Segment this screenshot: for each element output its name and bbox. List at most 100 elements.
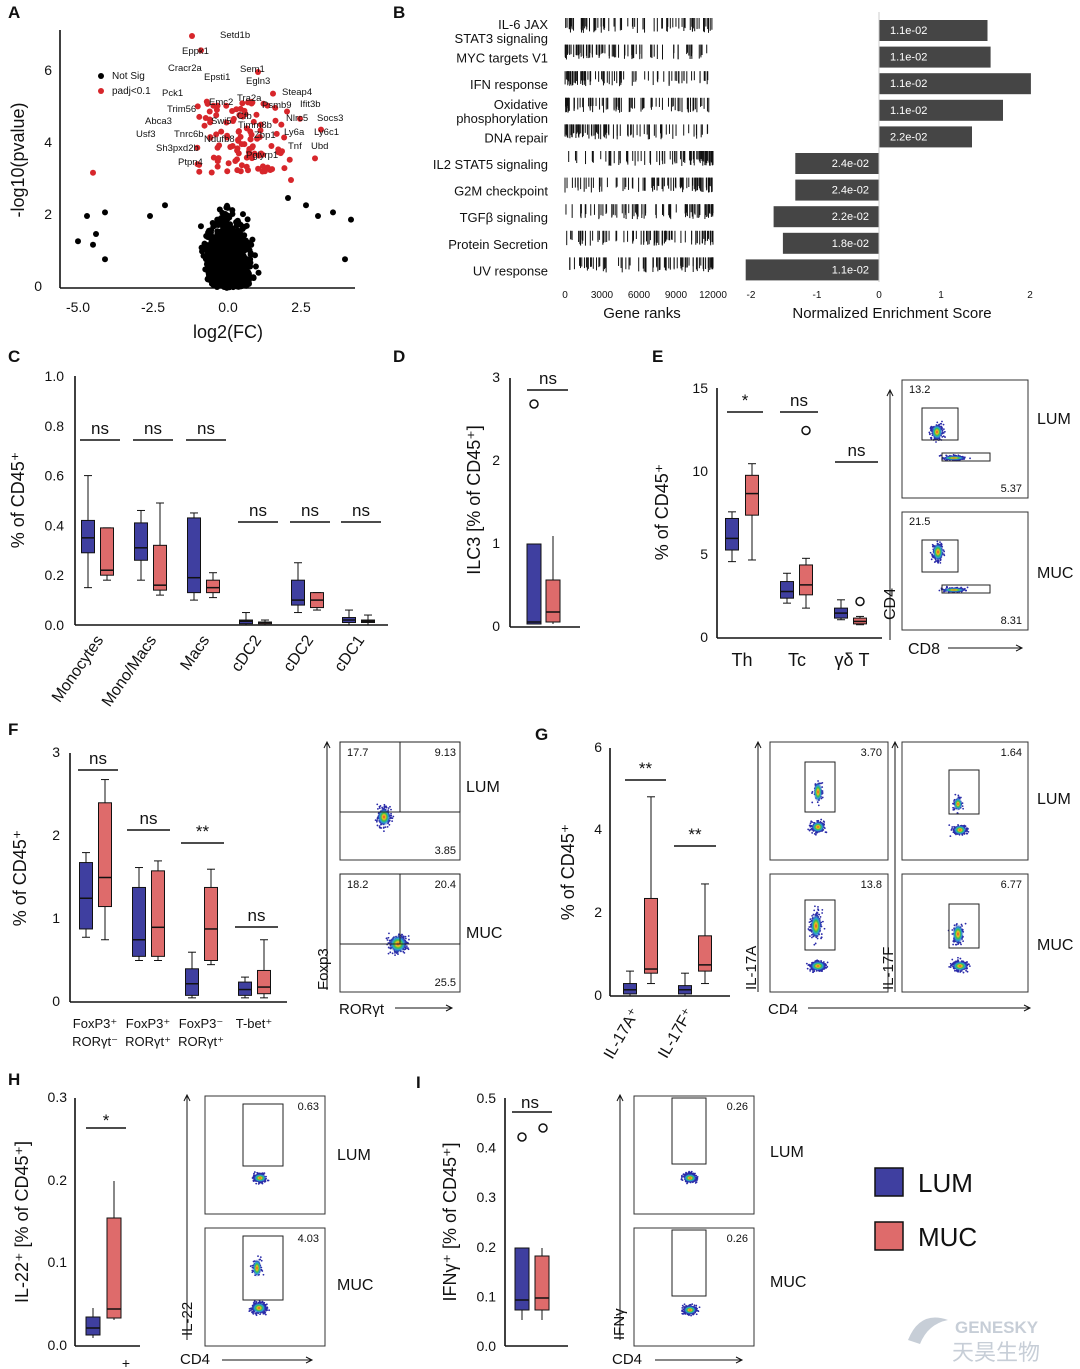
facs-event [939,422,942,425]
facs-event [939,562,942,564]
gsea-pathway-name: G2M checkpoint [454,184,548,199]
b-nes-tick-m2: -2 [747,290,756,301]
volcano-dot-sig [90,169,96,176]
volcano-gene-label: Tnf [288,141,302,152]
c-category-label: cDC2 [280,632,317,675]
facs-gate-value: 3.70 [861,747,882,759]
facs-event [385,937,388,940]
facs-event [392,815,395,818]
facs-event [813,943,816,946]
box-iqr [206,579,220,594]
facs-event [937,561,940,564]
facs-event [931,543,934,546]
facs-label: MUC [466,925,502,942]
volcano-dot-ns [239,269,246,276]
volcano-dot-ns [232,264,239,271]
facs-event [383,803,386,806]
facs-event [946,585,948,588]
facs-event [945,454,948,457]
facs-event [808,829,811,832]
facs-event [809,918,812,921]
panel-a: A 0 2 4 6 -5.0 -2.5 0.0 2.5 log2(FC) -lo… [8,3,355,342]
panel-g: G 0 2 4 6 % of CD45⁺ ** ** IL-17A⁺ IL-17F… [535,725,1073,1062]
f-category-label: FoxP3⁻ [179,1016,223,1031]
d-ytick-1: 1 [492,535,500,551]
facs-event [930,558,933,561]
gsea-pathway-name: UV response [473,263,548,278]
facs-event [375,820,378,823]
volcano-dot-sig [288,177,294,183]
volcano-dot-sig [206,108,213,115]
volcano-dot-ns [227,260,234,267]
volcano-dot-sig [278,121,285,128]
a-xtick-m25: -2.5 [141,299,165,315]
volcano-dot-ns [75,238,81,245]
volcano-dot-ns [162,202,168,209]
facs-event [939,541,941,544]
volcano-dot-sig [264,102,271,109]
facs-event [957,794,960,797]
facs-label: LUM [466,779,500,796]
facs-event [930,437,933,440]
volcano-dot-ns [243,255,250,262]
facs-event [383,806,386,809]
sig-label: * [742,391,749,410]
d-ytick-2: 2 [492,452,500,468]
volcano-dot-ns [237,249,244,256]
volcano-gene-label: Zbp1 [254,130,276,141]
box-iqr [187,517,201,594]
facs-gate-value: 1.64 [1001,747,1022,759]
volcano-gene-label: Cracr2a [168,63,203,74]
facs-event [391,952,394,955]
volcano-dot-ns [228,248,235,255]
facs-density [943,455,965,461]
facs-event [969,457,971,460]
volcano-gene-label: Sh3pxd2b [156,143,199,154]
b-rank-xlabel: Gene ranks [603,305,681,322]
facs-event [389,951,392,954]
volcano-dot-ns [348,216,354,223]
e-ytick-10: 10 [692,463,708,479]
facs-event [820,818,823,821]
volcano-gene-label: Pglyrp1 [246,150,278,161]
volcano-dot-ns [222,260,229,267]
volcano-dot-sig [238,162,245,169]
f-ytick-3: 3 [52,744,60,760]
facs-event [943,554,946,557]
facs-event [821,781,824,784]
panel-f: F 0 1 2 3 % of CD45⁺ ns ns ** ns FoxP3⁺ RORγ… [8,720,502,1049]
facs-event [809,968,812,971]
facs-event [390,812,392,815]
volcano-gene-label: Steap4 [282,87,312,98]
outlier [801,425,811,436]
volcano-gene-label: Nlrc5 [286,113,308,124]
g-ytick-4: 4 [594,821,602,837]
facs-event [376,824,379,827]
volcano-dot-ns [225,221,232,228]
volcano-dot-ns [231,228,238,235]
facs-label: CD4 [882,588,899,620]
gsea-nes-bar [795,153,879,174]
volcano-dot-ns [90,241,96,248]
facs-event [817,909,820,912]
sig-label: ** [688,825,702,844]
volcano-dot-sig [239,100,246,107]
facs-event [389,805,391,808]
facs-event [808,921,811,924]
facs-event [806,967,809,970]
e-cat-gdt: γδ T [834,650,869,670]
facs-event [812,971,815,974]
f-category-labels: FoxP3⁺ RORγt⁻ FoxP3⁺ RORγt⁺ FoxP3⁻ RORγt⁺ T-be… [72,1016,272,1049]
volcano-dot-ns [245,280,252,287]
gsea-nes-bar [879,73,1031,95]
facs-event [813,832,816,835]
facs-event [965,832,968,835]
gsea-nes-bar [879,20,988,41]
box-iqr [153,544,167,591]
box-iqr [151,870,165,957]
facs-event [401,933,404,936]
panel-label-a: A [8,3,20,22]
volcano-dot-ns [221,227,228,234]
facs-event [814,942,817,945]
